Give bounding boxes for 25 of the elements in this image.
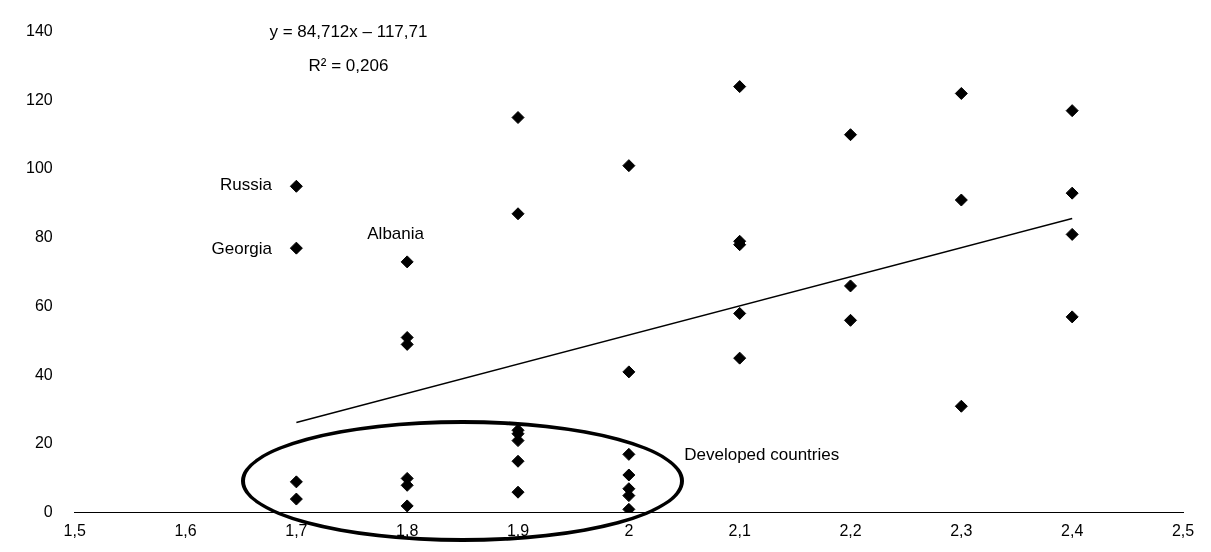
x-tick-label: 1,9 [506, 521, 530, 539]
x-tick-label: 1,8 [396, 521, 419, 539]
y-tick-label: 0 [43, 503, 53, 521]
y-tick-label: 80 [34, 228, 53, 246]
x-tick-label: 1,5 [63, 521, 86, 539]
x-tick-label: 2,4 [1061, 521, 1084, 539]
y-tick-label: 20 [34, 434, 53, 452]
x-tick-label: 2 [624, 521, 634, 539]
annotation: Developed countries [684, 445, 840, 466]
x-tick-label: 2,2 [839, 521, 862, 539]
y-tick-label: 100 [25, 159, 53, 177]
annotation: R² = 0,206 [308, 55, 389, 76]
annotation: Russia [220, 174, 272, 195]
annotation: Albania [367, 224, 424, 245]
x-tick-label: 2,1 [728, 521, 751, 539]
x-tick-label: 2,3 [950, 521, 973, 539]
x-tick-label: 1,7 [285, 521, 308, 539]
x-tick-label: 1,6 [174, 521, 197, 539]
annotation: Georgia [211, 238, 272, 259]
y-tick-label: 60 [34, 296, 53, 314]
y-tick-label: 140 [25, 22, 53, 40]
y-tick-label: 120 [25, 90, 53, 108]
y-tick-label: 40 [34, 365, 53, 383]
x-tick-label: 2,5 [1171, 521, 1195, 539]
annotation: y = 84,712x – 117,71 [269, 21, 428, 42]
